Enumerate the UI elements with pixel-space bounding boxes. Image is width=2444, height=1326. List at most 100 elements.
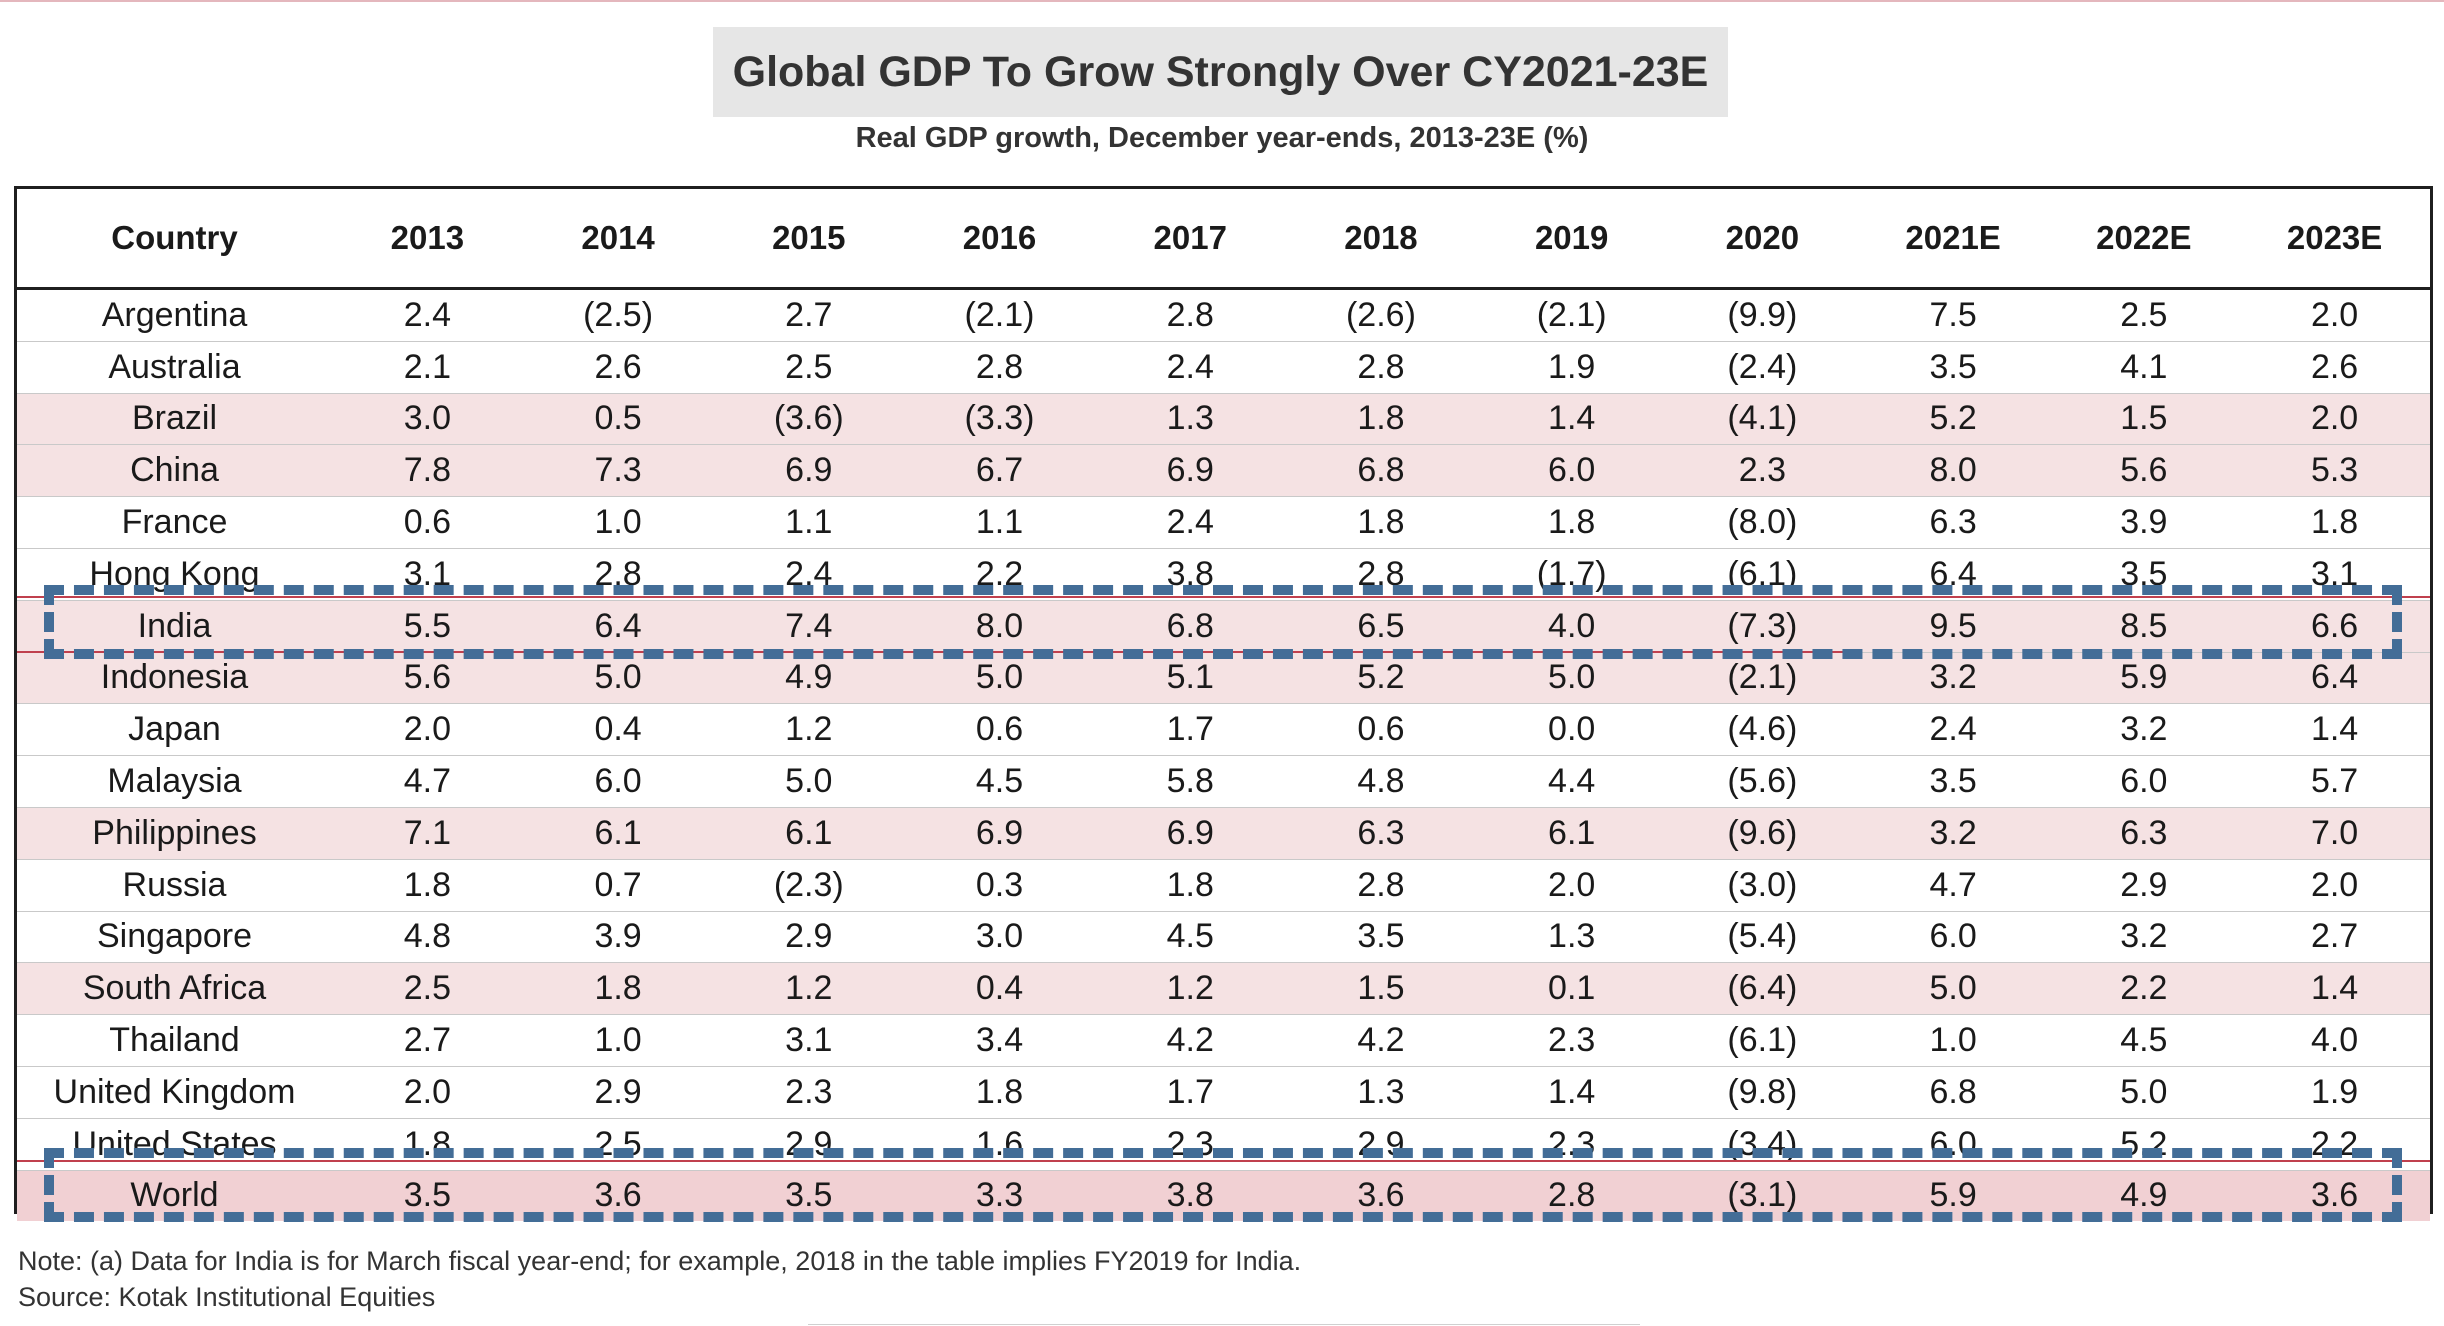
country-cell: Philippines	[17, 807, 332, 860]
value-cell: 2.5	[332, 962, 523, 1016]
country-cell: India	[17, 600, 332, 653]
table-row: World 3.5 3.6 3.5 3.3 3.8 3.6 2.8 (3.1) 5.9 4.9 3.6	[17, 1170, 2430, 1222]
value-cell: 7.5	[1857, 288, 2049, 342]
value-cell: (8.0)	[1667, 496, 1858, 549]
value-cell: 5.0	[1476, 652, 1668, 705]
country-cell: Argentina	[17, 288, 332, 342]
value-cell: 1.8	[1285, 393, 1477, 446]
value-cell: 4.0	[1476, 600, 1668, 653]
value-cell: 8.0	[1857, 444, 2049, 498]
table-row: Singapore 4.8 3.9 2.9 3.0 4.5 3.5 1.3 (5.4) 6.0 3.…	[17, 911, 2430, 964]
value-cell: 3.5	[1857, 341, 2049, 394]
value-cell: 5.0	[522, 652, 714, 705]
value-cell: (9.8)	[1667, 1066, 1858, 1119]
country-cell: China	[17, 444, 332, 498]
value-cell: 2.8	[1285, 341, 1477, 394]
value-cell: 7.4	[713, 600, 905, 653]
value-cell: 2.3	[1094, 1118, 1286, 1171]
country-cell: Thailand	[17, 1014, 332, 1067]
value-cell: 5.7	[2239, 755, 2430, 808]
value-cell: 1.2	[1094, 962, 1286, 1016]
value-cell: 6.1	[713, 807, 905, 860]
table-row: Brazil 3.0 0.5 (3.6) (3.3) 1.3 1.8 1.4 (4.1) 5.2 1…	[17, 393, 2430, 446]
value-cell: (3.4)	[1667, 1118, 1858, 1171]
value-cell: 9.5	[1857, 600, 2049, 653]
value-cell: 3.2	[1857, 652, 2049, 705]
value-cell: 1.9	[2239, 1066, 2430, 1119]
value-cell: 1.8	[522, 962, 714, 1016]
value-cell: 5.0	[2048, 1066, 2240, 1119]
table-row: France 0.6 1.0 1.1 1.1 2.4 1.8 1.8 (8.0) 6.3 3.9 1.…	[17, 496, 2430, 549]
value-cell: 6.9	[1094, 444, 1286, 498]
gdp-table: Country 2013 2014 2015 2016 2017 2018 2019 2020 2…	[17, 189, 2430, 1222]
value-cell: 2.0	[1476, 859, 1668, 912]
value-cell: 1.9	[1476, 341, 1668, 394]
value-cell: 0.5	[522, 393, 714, 446]
value-cell: 4.0	[2239, 1014, 2430, 1067]
source-note: Source: Kotak Institutional Equities	[18, 1282, 436, 1312]
column-header-year: 2017	[1094, 189, 1286, 290]
value-cell: 4.8	[1285, 755, 1477, 808]
value-cell: 7.3	[522, 444, 714, 498]
value-cell: 5.5	[332, 600, 523, 653]
value-cell: 2.8	[1285, 859, 1477, 912]
value-cell: 2.4	[713, 548, 905, 601]
chart-title: Global GDP To Grow Strongly Over CY2021-…	[732, 47, 1709, 96]
value-cell: 5.2	[2048, 1118, 2240, 1171]
value-cell: 2.4	[1094, 496, 1286, 549]
value-cell: 2.9	[2048, 859, 2240, 912]
value-cell: 2.0	[2239, 288, 2430, 342]
value-cell: 2.3	[713, 1066, 905, 1119]
value-cell: 6.0	[2048, 755, 2240, 808]
value-cell: 5.6	[2048, 444, 2240, 498]
value-cell: 3.6	[1285, 1170, 1477, 1222]
value-cell: 5.9	[1857, 1170, 2049, 1222]
value-cell: (2.4)	[1667, 341, 1858, 394]
value-cell: 4.2	[1094, 1014, 1286, 1067]
value-cell: 7.0	[2239, 807, 2430, 860]
value-cell: 2.7	[713, 288, 905, 342]
value-cell: 0.4	[904, 962, 1095, 1016]
value-cell: 2.3	[1476, 1014, 1668, 1067]
world-accent-line	[17, 1160, 2430, 1162]
value-cell: 4.8	[332, 911, 523, 964]
value-cell: 1.8	[332, 1118, 523, 1171]
value-cell: 0.1	[1476, 962, 1668, 1016]
value-cell: 2.7	[332, 1014, 523, 1067]
value-cell: 2.5	[522, 1118, 714, 1171]
table-row: United Kingdom 2.0 2.9 2.3 1.8 1.7 1.3 1.4 (9.8)…	[17, 1066, 2430, 1119]
value-cell: 2.9	[713, 911, 905, 964]
value-cell: 2.9	[713, 1118, 905, 1171]
value-cell: 6.4	[1857, 548, 2049, 601]
country-cell: Indonesia	[17, 652, 332, 705]
value-cell: 1.4	[2239, 703, 2430, 757]
country-cell: Japan	[17, 703, 332, 757]
value-cell: 5.2	[1285, 652, 1477, 705]
value-cell: 2.8	[1094, 288, 1286, 342]
value-cell: 0.6	[332, 496, 523, 549]
value-cell: 3.0	[904, 911, 1095, 964]
value-cell: 6.1	[1476, 807, 1668, 860]
value-cell: (7.3)	[1667, 600, 1858, 653]
value-cell: 6.1	[522, 807, 714, 860]
india-accent-line-lower	[17, 651, 1862, 653]
value-cell: 5.2	[1857, 393, 2049, 446]
value-cell: 1.8	[1285, 496, 1477, 549]
table-row: Australia 2.1 2.6 2.5 2.8 2.4 2.8 1.9 (2.4) 3.5 4.…	[17, 341, 2430, 394]
value-cell: 1.3	[1476, 911, 1668, 964]
value-cell: 2.7	[2239, 911, 2430, 964]
value-cell: 4.5	[2048, 1014, 2240, 1067]
table-row: Philippines 7.1 6.1 6.1 6.9 6.9 6.3 6.1 (9.6) 3.2…	[17, 807, 2430, 860]
value-cell: (9.9)	[1667, 288, 1858, 342]
value-cell: 7.1	[332, 807, 523, 860]
value-cell: 4.1	[2048, 341, 2240, 394]
value-cell: 0.7	[522, 859, 714, 912]
value-cell: 6.7	[904, 444, 1095, 498]
value-cell: 3.1	[2239, 548, 2430, 601]
value-cell: 2.0	[2239, 859, 2430, 912]
value-cell: 2.3	[1667, 444, 1858, 498]
value-cell: 1.7	[1094, 703, 1286, 757]
value-cell: (6.4)	[1667, 962, 1858, 1016]
table-row: Indonesia 5.6 5.0 4.9 5.0 5.1 5.2 5.0 (2.1) 3.2 5.…	[17, 652, 2430, 705]
value-cell: 4.4	[1476, 755, 1668, 808]
